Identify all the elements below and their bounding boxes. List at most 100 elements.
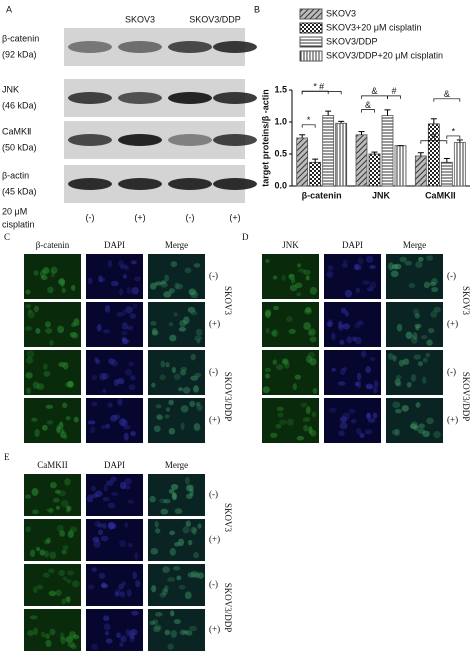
cell (433, 430, 441, 439)
cell (309, 429, 317, 437)
cell (50, 481, 57, 489)
cell (73, 318, 80, 327)
cell (300, 402, 307, 408)
cell (87, 277, 93, 285)
cell (430, 310, 438, 318)
cell (150, 547, 159, 555)
blot-band (118, 134, 162, 146)
cell (433, 306, 441, 313)
cell (353, 263, 360, 271)
cell (327, 264, 334, 272)
row-label: (-) (447, 367, 456, 377)
cell (189, 400, 196, 408)
row-label: (+) (447, 415, 458, 425)
blot-band (213, 92, 257, 104)
cell (62, 402, 68, 409)
significance-mark: & (365, 100, 371, 110)
legend-label: SKOV3/DDP+20 μM cisplatin (326, 50, 443, 60)
row-label: (+) (209, 534, 220, 544)
cell (58, 421, 64, 430)
cell (71, 580, 80, 588)
cell (195, 328, 203, 336)
cell (354, 336, 362, 345)
cell (154, 528, 161, 534)
cell (114, 589, 122, 597)
cell (163, 499, 171, 504)
cell (127, 542, 133, 548)
cell (339, 416, 348, 423)
cell (67, 380, 73, 388)
cell (168, 288, 175, 294)
cell (292, 383, 297, 391)
cell (196, 339, 201, 344)
cell (46, 508, 54, 513)
cell (394, 408, 402, 414)
cell (126, 325, 134, 331)
cell (286, 418, 294, 426)
cell (87, 420, 96, 425)
cell (288, 328, 296, 334)
cell (196, 404, 203, 411)
cell (418, 256, 424, 262)
blot-band (68, 178, 112, 190)
group-label: SKOV3 (125, 14, 155, 24)
cell (32, 509, 39, 515)
cell (311, 411, 317, 418)
panel-letter: C (4, 232, 10, 242)
cell (25, 372, 33, 379)
cell (116, 378, 125, 385)
group-label: SKOV3 (223, 503, 233, 533)
cell (123, 484, 131, 490)
cell (339, 421, 348, 430)
cell (169, 334, 177, 342)
cell (90, 485, 97, 492)
cell (303, 308, 312, 315)
x-tick-label: JNK (372, 190, 391, 200)
cell (190, 570, 198, 578)
legend-swatch (299, 8, 323, 20)
cell (426, 255, 434, 261)
cell (185, 484, 194, 492)
cell (193, 423, 201, 431)
cell (396, 323, 403, 332)
cell (394, 263, 402, 270)
cell (48, 590, 57, 597)
cell (32, 586, 38, 594)
cell (151, 330, 159, 336)
cell (123, 432, 129, 441)
cell (124, 478, 132, 485)
cell (161, 588, 168, 596)
cell (98, 275, 103, 283)
cell (177, 387, 184, 392)
cell (415, 402, 421, 408)
micrograph (148, 564, 205, 606)
cell (55, 505, 61, 510)
legend-label: SKOV3/DDP (326, 36, 378, 46)
cell (49, 628, 56, 636)
cell (107, 259, 113, 268)
cell (91, 567, 97, 572)
cell (165, 407, 171, 412)
cell (309, 357, 317, 366)
cell (102, 329, 111, 334)
column-header: JNK (282, 240, 299, 250)
cell (103, 623, 111, 631)
cell (426, 339, 433, 346)
cell (36, 584, 44, 590)
cell (270, 432, 278, 438)
significance-mark: * (307, 115, 311, 125)
cell (173, 566, 181, 571)
group-label: SKOV3/DDP (223, 372, 233, 422)
cell (392, 355, 397, 362)
cell (64, 478, 71, 486)
cell (194, 372, 202, 378)
cell (105, 638, 113, 644)
cell (129, 313, 137, 319)
cell (342, 366, 348, 372)
x-tick-label: β-catenin (302, 190, 342, 200)
cell (178, 538, 185, 547)
cell (431, 277, 438, 285)
cell (44, 321, 51, 328)
legend-label: SKOV3 (326, 8, 356, 18)
cell (152, 619, 159, 625)
